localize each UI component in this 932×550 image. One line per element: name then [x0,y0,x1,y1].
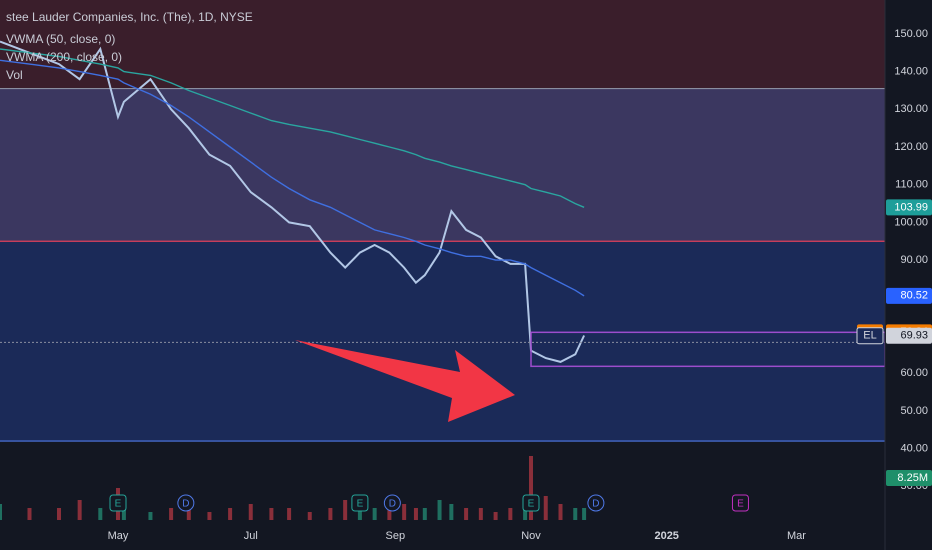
event-marker [587,494,605,512]
y-tick-label: 150.00 [894,28,928,40]
volume-bar [269,508,274,520]
volume-bar [508,508,513,520]
legend: stee Lauder Companies, Inc. (The), 1D, N… [6,10,253,82]
y-tick-label: 100.00 [894,216,928,228]
legend-item: VWMA (50, close, 0) [6,32,115,46]
volume-bar [437,500,442,520]
event-label: D [182,499,189,510]
volume-bar [543,496,548,520]
volume-bar [121,508,126,520]
volume-badge-label: 8.25M [897,472,928,484]
event-label: D [389,499,396,510]
volume-bar [582,508,587,520]
volume-bar [287,508,292,520]
volume-bar [27,508,32,520]
event-label: E [115,499,122,510]
volume-bar [478,508,483,520]
price-badge-label: 80.52 [900,290,928,302]
event-marker [109,494,127,512]
zone [0,88,885,242]
volume-bar [558,504,563,520]
x-tick-label: Mar [787,530,806,542]
volume-bar [148,512,153,520]
x-tick-label: Sep [386,530,406,542]
zone [0,0,885,89]
volume-bar [57,508,61,520]
volume-bar [98,508,103,520]
x-tick-label: May [108,530,129,542]
event-marker [383,494,401,512]
volume-bar [464,508,469,520]
y-tick-label: 90.00 [900,254,928,266]
badge-tag [856,327,884,345]
volume-bar [573,508,578,520]
volume-bar [449,504,454,520]
chart-title: stee Lauder Companies, Inc. (The), 1D, N… [6,10,253,24]
volume-badge [886,470,932,486]
y-tick-label: 140.00 [894,66,928,78]
price-badge [886,199,932,216]
volume-bar [0,504,2,520]
event-marker [731,494,749,512]
series-line [0,40,586,363]
zone [0,241,885,442]
y-tick-label: 130.00 [894,103,928,115]
price-axis [885,0,932,550]
y-tick-label: 120.00 [894,141,928,153]
volume-bar [523,504,528,520]
volume-bar [328,508,333,520]
y-tick-label: 60.00 [900,367,928,379]
arrow [295,340,515,422]
volume-bar [207,512,212,520]
volume-bar [413,508,418,520]
badge-tag-label: EL [863,330,876,342]
volume-bar [387,508,392,520]
volume-bar [186,508,191,520]
volume-bar [169,508,174,520]
event-label: E [357,499,364,510]
x-tick-label: 2025 [654,530,678,542]
volume-bar [343,500,348,520]
price-badge [886,327,932,344]
x-tick-label: Nov [521,530,541,542]
price-badge [886,287,932,304]
y-tick-label: 40.00 [900,442,928,454]
volume-bar [493,512,498,520]
volume-bar [307,512,312,520]
volume-bar [529,456,533,520]
event-marker [522,494,540,512]
event-marker [351,494,369,512]
event-label: E [528,499,535,510]
volume-bar [422,508,427,520]
event-marker [177,494,195,512]
volume-bar [357,504,362,520]
series-line [0,48,585,208]
event-label: D [592,499,599,510]
legend-item: Vol [6,68,23,82]
price-badge-label: 69.93 [900,330,928,342]
series-line [0,59,585,297]
volume-bar [248,504,253,520]
y-tick-label: 50.00 [900,405,928,417]
legend-item: VWMA (200, close, 0) [6,50,122,64]
y-tick-label: 110.00 [895,179,928,191]
volume-bar [228,508,233,520]
volume-bar [402,504,407,520]
price-badge-label: 103.99 [894,201,928,213]
volume-bar [372,508,377,520]
x-tick-label: Jul [244,530,258,542]
event-label: E [737,499,744,510]
volume-bar [77,500,82,520]
